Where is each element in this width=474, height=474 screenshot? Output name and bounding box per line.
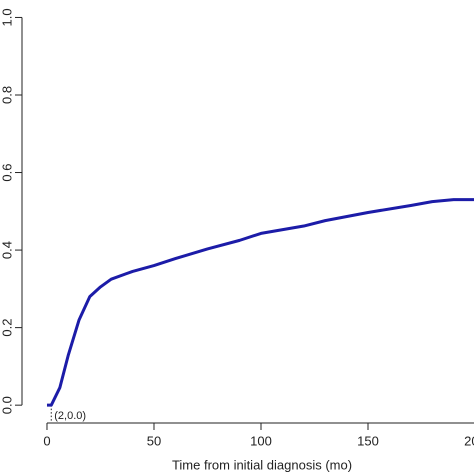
y-tick-label: 0.8 — [0, 86, 14, 104]
annotation: (2,0.0) — [54, 410, 86, 422]
x-axis-label: Time from initial diagnosis (mo) — [172, 457, 352, 472]
x-tick-label: 150 — [357, 433, 379, 448]
y-tick-label: 0.4 — [0, 241, 14, 259]
y-tick-label: 0.2 — [0, 319, 14, 337]
curve — [46, 198, 474, 407]
x-tick-label: 100 — [250, 433, 272, 448]
x-tick-label: 0 — [43, 433, 50, 448]
x-tick-label: 50 — [147, 433, 161, 448]
y-tick-label: 0.6 — [0, 163, 14, 181]
y-tick-label: 0.0 — [0, 396, 14, 414]
x-tick-label: 200 — [464, 433, 474, 448]
y-tick-label: 1.0 — [0, 8, 14, 26]
